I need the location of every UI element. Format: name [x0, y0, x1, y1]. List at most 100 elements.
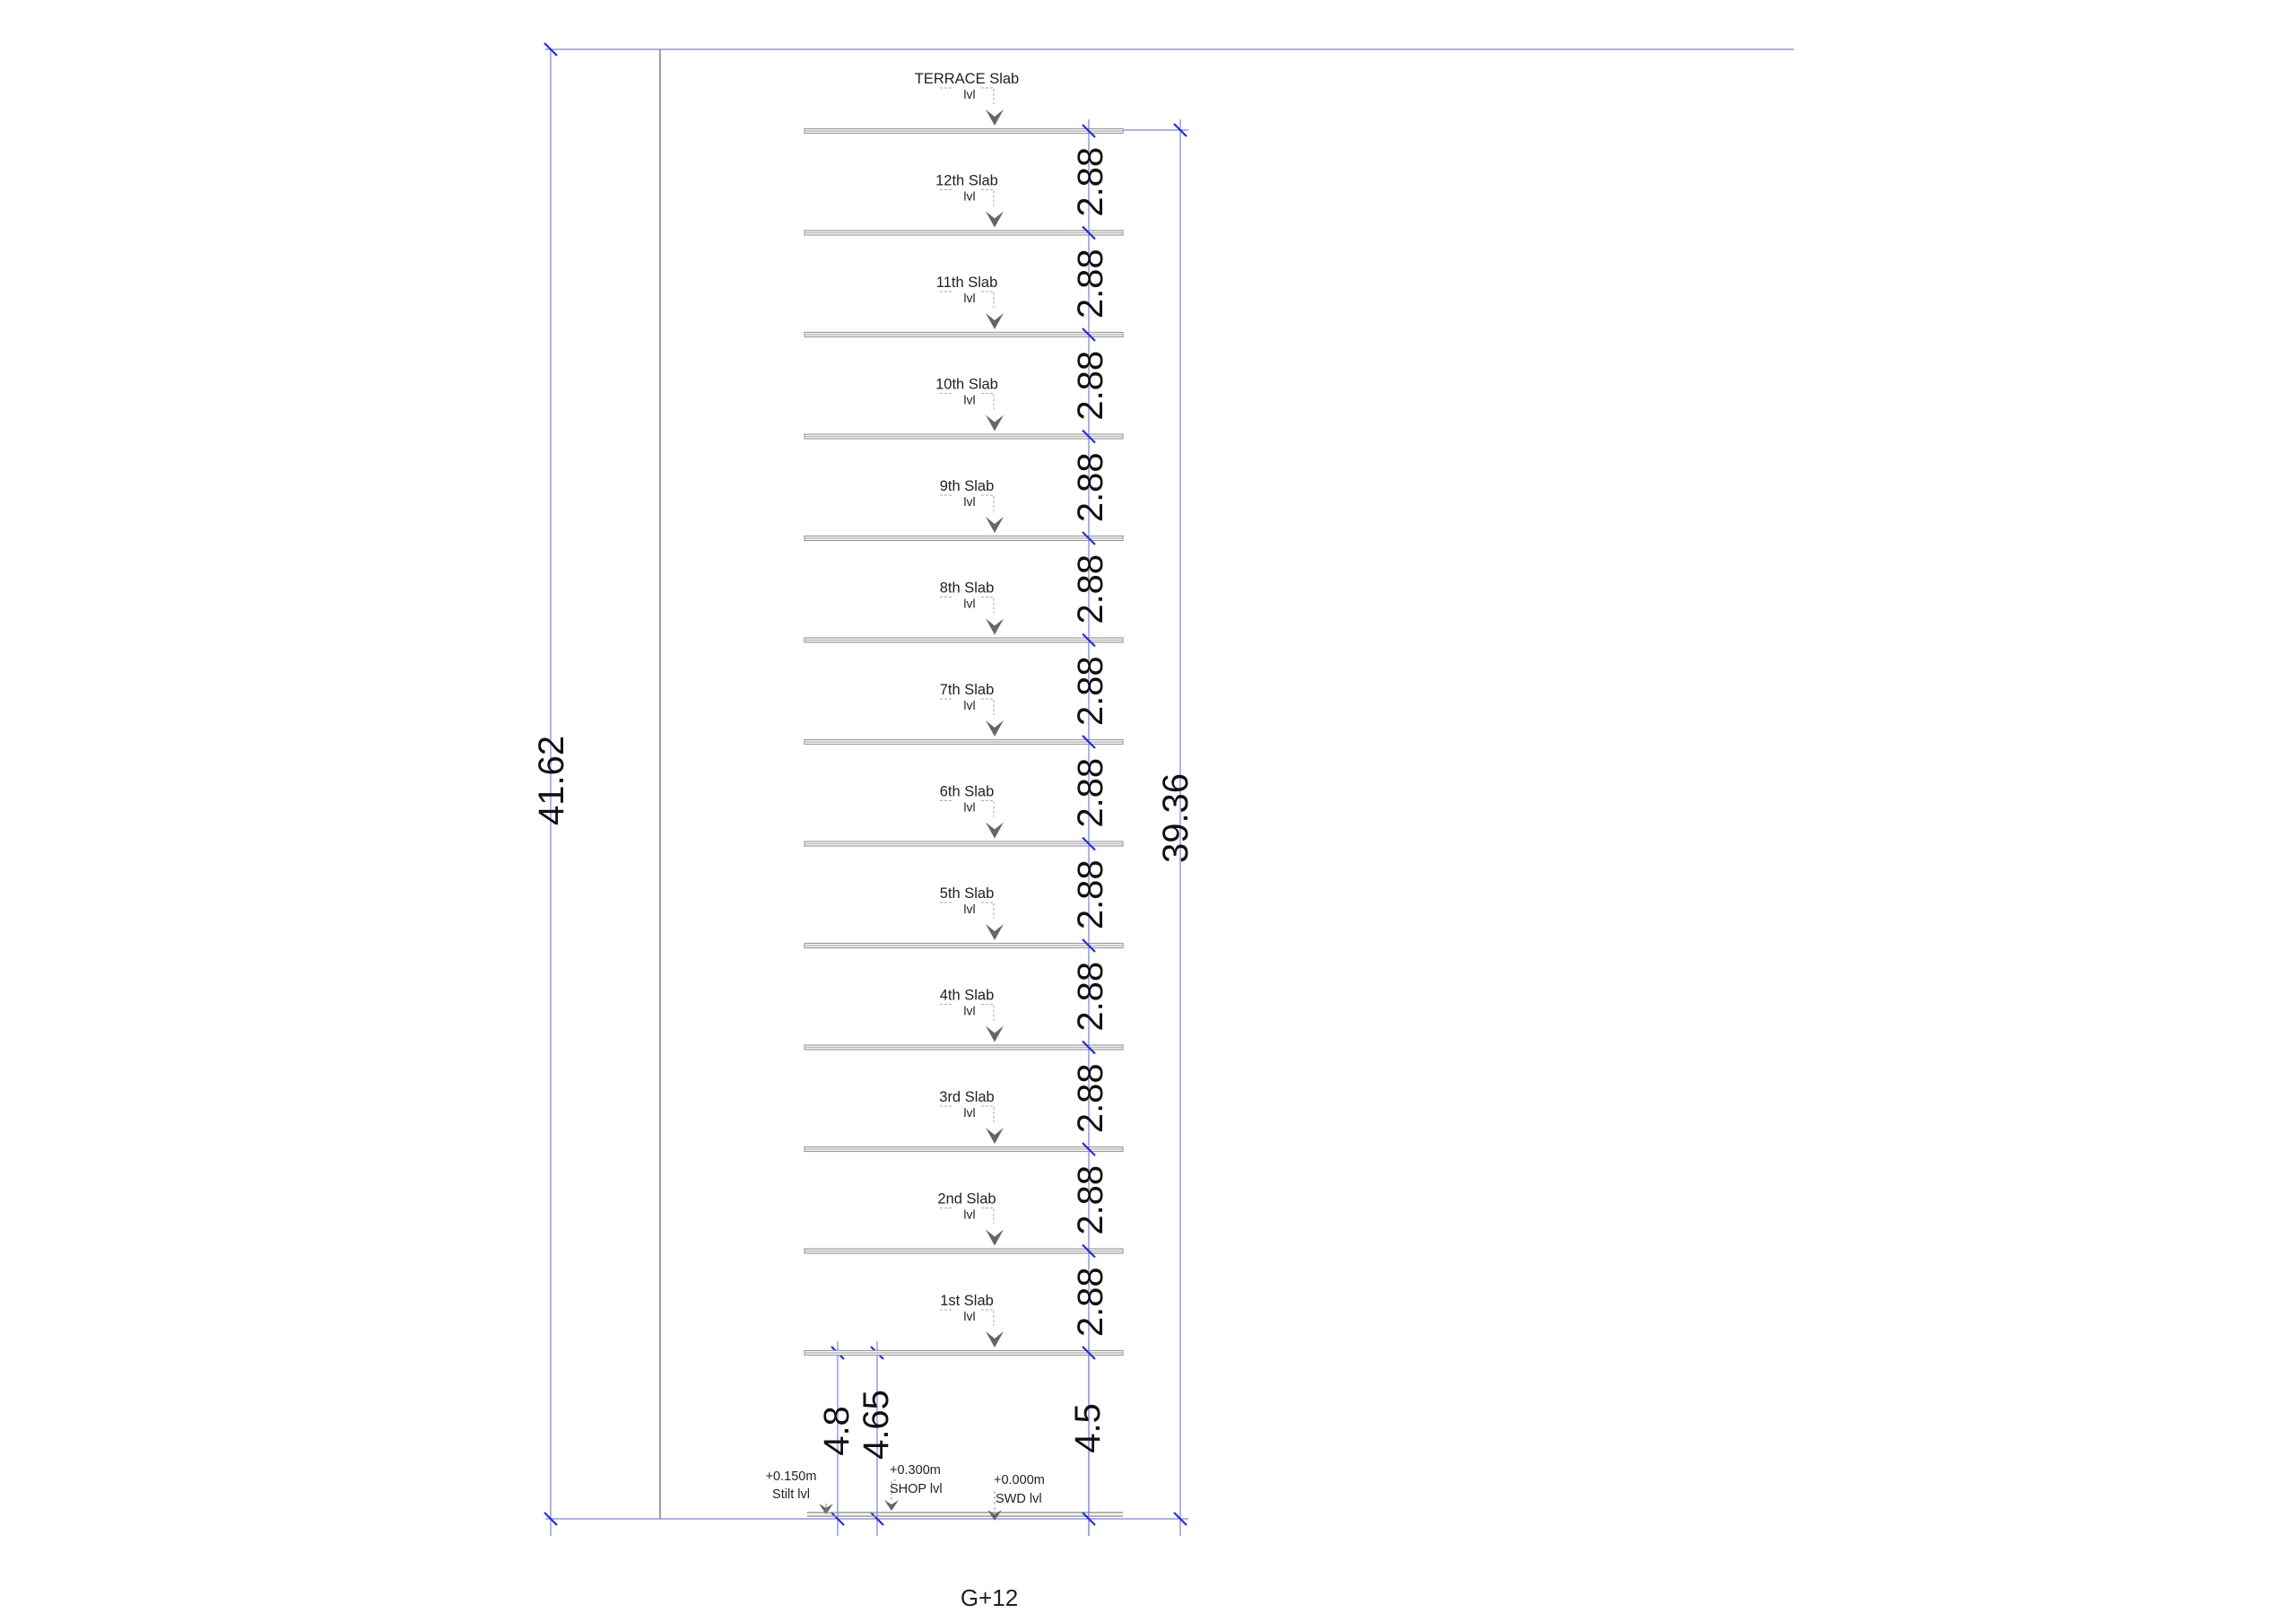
slab-level-arrow — [986, 109, 1004, 126]
slab-level-sub: lvl — [963, 189, 975, 204]
slab-level-sub: lvl — [963, 87, 975, 101]
slab-level-sub: lvl — [963, 597, 975, 611]
slab-level-arrow — [986, 211, 1004, 228]
slab-level-name: 10th Slab — [935, 377, 998, 393]
swd-level-arrow — [987, 1510, 1002, 1521]
slab-level-sub: lvl — [963, 291, 975, 305]
floor-dimension-tick — [1082, 836, 1096, 851]
overall-height-dimension: 41.62 — [532, 736, 571, 825]
slab-leader — [940, 1004, 995, 1021]
shop-to-first-dimension: 4.65 — [857, 1390, 896, 1460]
shop-dim-bottom-tick — [870, 1512, 884, 1526]
slab-leader — [940, 87, 995, 104]
floor-height-dimensions: 2.88 2.88 2.88 2.88 2.88 2.88 2.88 2.88 2.88 2.88… — [1071, 119, 1110, 1536]
slab-level-sub: lvl — [963, 1208, 975, 1222]
slab-level-arrow — [986, 618, 1004, 635]
shop-level-name: SHOP lvl — [890, 1482, 943, 1496]
slab-level-name: TERRACE Slab — [915, 71, 1019, 87]
slab-level-sub: lvl — [963, 494, 975, 509]
slab-level-sub: lvl — [963, 800, 975, 815]
slab-level-name: 8th Slab — [940, 580, 995, 597]
slab-level-arrow — [986, 720, 1004, 737]
floor-dimension-tick — [1082, 1243, 1096, 1259]
slab-level-name: 2nd Slab — [937, 1191, 996, 1208]
stilt-level-value: +0.150m — [766, 1469, 817, 1484]
floor-height-dimension: 2.88 — [1071, 859, 1110, 929]
floor-dimension-tick — [1082, 938, 1096, 953]
slab-level-sub: lvl — [963, 698, 975, 712]
floor-dimension-tick — [1082, 1346, 1096, 1360]
stilt-dim-bottom-tick — [831, 1512, 845, 1526]
floor-dimension-tick — [1082, 225, 1096, 240]
slab-level-name: 12th Slab — [935, 173, 998, 189]
slab-level-arrow — [986, 414, 1004, 432]
slab-leader — [940, 1208, 995, 1225]
slab-level-arrow — [986, 517, 1004, 533]
slab-level-name: 7th Slab — [940, 682, 995, 698]
floor-dimension-tick — [1082, 1040, 1096, 1055]
slab-total-top-tick — [1173, 123, 1187, 137]
floor-dimension-tick — [1082, 735, 1096, 749]
slab-level-arrow — [986, 1229, 1004, 1246]
floor-height-dimension: 2.88 — [1071, 554, 1110, 624]
swd-level-value: +0.000m — [994, 1473, 1045, 1487]
slab-leader — [940, 494, 995, 511]
floor-height-dimension: 2.88 — [1071, 351, 1110, 421]
slab-level-name: 6th Slab — [940, 784, 995, 800]
slab-level-sub: lvl — [963, 1105, 975, 1120]
slab-leader — [940, 189, 995, 206]
slab-leader — [940, 1105, 995, 1122]
slab-leader — [940, 291, 995, 308]
floor-height-dimension: 2.88 — [1071, 452, 1110, 522]
floor-height-dimension: 2.88 — [1071, 1063, 1110, 1133]
slab-total-bottom-tick — [1173, 1512, 1187, 1526]
slab-level-arrow — [986, 313, 1004, 329]
slab-level-name: 5th Slab — [940, 885, 995, 902]
floor-dimension-bottom-tick — [1082, 1512, 1096, 1526]
floor-height-dimension: 2.88 — [1071, 249, 1110, 318]
slab-level-arrow — [986, 1128, 1004, 1144]
floor-height-dimension: 2.88 — [1071, 147, 1110, 217]
floor-height-dimension: 2.88 — [1071, 656, 1110, 726]
slab-level-name: 11th Slab — [936, 275, 998, 291]
floor-height-dimension: 2.88 — [1071, 1267, 1110, 1337]
floor-height-dimension: 2.88 — [1071, 962, 1110, 1032]
floor-dimension-tick — [1082, 1142, 1096, 1156]
slab-level-sub: lvl — [963, 393, 975, 407]
stilt-level-name: Stilt lvl — [772, 1487, 810, 1502]
floor-dimension-tick — [1082, 632, 1096, 648]
slab-level-name: 1st Slab — [940, 1293, 994, 1309]
slab-level-arrow — [986, 1331, 1004, 1347]
slab-level-name: 9th Slab — [940, 478, 995, 494]
slab-leader — [940, 393, 995, 410]
swd-to-first-dimension: 4.5 — [1068, 1403, 1108, 1453]
slab-level-arrow — [986, 1025, 1004, 1042]
slab-level-arrow — [986, 924, 1004, 940]
overall-top-tick — [544, 42, 558, 57]
swd-level-name: SWD lvl — [996, 1492, 1042, 1506]
slab-level-arrow — [986, 822, 1004, 839]
shop-level-value: +0.300m — [890, 1463, 941, 1478]
stilt-to-first-dimension: 4.8 — [817, 1406, 857, 1456]
floor-height-dimension: 2.88 — [1071, 758, 1110, 828]
slab-leader — [940, 698, 995, 715]
slab-level-sub: lvl — [963, 1004, 975, 1018]
drawing-title: G+12 — [961, 1584, 1018, 1611]
slab-level-sub: lvl — [963, 1309, 975, 1323]
slab-leader — [940, 1309, 995, 1326]
slab-level-name: 4th Slab — [940, 988, 995, 1004]
